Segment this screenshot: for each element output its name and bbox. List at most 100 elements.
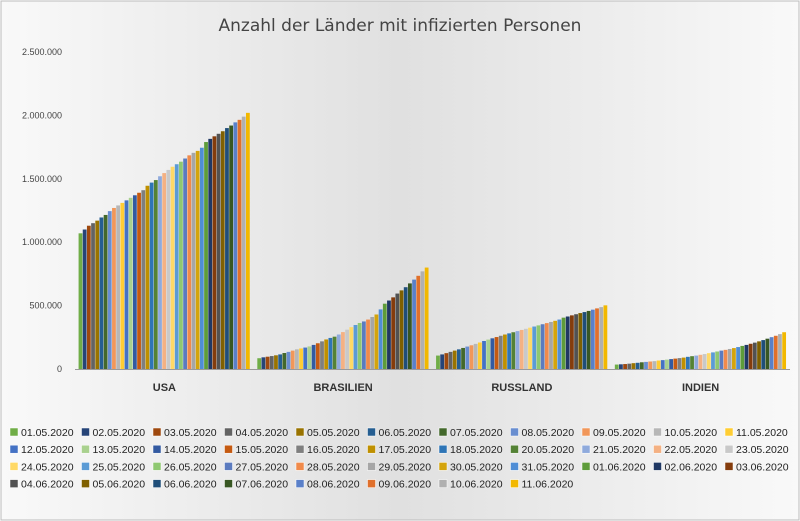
bar bbox=[665, 359, 669, 369]
bar bbox=[644, 361, 648, 369]
bar bbox=[469, 345, 474, 369]
bar bbox=[112, 207, 116, 369]
legend-swatch bbox=[81, 479, 90, 488]
bar bbox=[103, 214, 108, 369]
legend-label: 02.05.2020 bbox=[93, 427, 146, 439]
bar bbox=[757, 341, 761, 369]
bar bbox=[179, 161, 183, 369]
legend-swatch bbox=[510, 444, 519, 454]
legend-label: 21.05.2020 bbox=[593, 444, 646, 456]
legend-swatch bbox=[295, 427, 305, 437]
legend-swatch bbox=[224, 427, 233, 437]
legend-swatch bbox=[581, 462, 591, 471]
bar bbox=[183, 158, 187, 369]
bar bbox=[299, 348, 303, 369]
bar bbox=[486, 339, 491, 369]
bar bbox=[719, 350, 724, 369]
legend-label: 05.06.2020 bbox=[93, 479, 146, 491]
x-axis-categories: USA BRASILIEN RUSSLAND INDIEN bbox=[153, 382, 720, 394]
legend-swatch bbox=[9, 444, 19, 454]
x-category-label: BRASILIEN bbox=[313, 382, 372, 394]
legend-label: 27.05.2020 bbox=[236, 461, 289, 473]
y-tick-label: 2.500.000 bbox=[22, 47, 62, 57]
bar bbox=[773, 335, 778, 369]
bar bbox=[132, 195, 137, 369]
bar bbox=[191, 152, 196, 369]
bar bbox=[332, 336, 337, 369]
bar bbox=[685, 356, 690, 369]
bar bbox=[86, 225, 91, 369]
bar bbox=[457, 349, 461, 369]
legend-label: 23.05.2020 bbox=[736, 444, 789, 456]
x-category-label: RUSSLAND bbox=[491, 382, 552, 394]
legend-label: 01.05.2020 bbox=[21, 427, 74, 439]
bar bbox=[412, 279, 416, 369]
bar bbox=[99, 217, 104, 369]
bar bbox=[387, 300, 391, 369]
legend-swatch bbox=[81, 462, 90, 471]
legend-swatch bbox=[653, 427, 662, 437]
y-tick-label: 1.000.000 bbox=[22, 237, 62, 247]
bar bbox=[278, 354, 283, 369]
legend-label: 04.06.2020 bbox=[21, 479, 74, 491]
bar bbox=[158, 176, 162, 369]
bar bbox=[444, 353, 449, 369]
bar bbox=[614, 364, 619, 369]
bar bbox=[561, 317, 566, 369]
bar bbox=[303, 347, 308, 369]
bar bbox=[603, 305, 608, 369]
bar bbox=[599, 307, 604, 369]
bar bbox=[732, 348, 736, 369]
legend-label: 03.05.2020 bbox=[164, 427, 217, 439]
bar bbox=[557, 319, 562, 369]
bar bbox=[736, 347, 740, 369]
legend-label: 17.05.2020 bbox=[379, 444, 432, 456]
legend-swatch bbox=[81, 427, 90, 437]
bar bbox=[353, 325, 358, 369]
bar bbox=[690, 356, 694, 369]
bar bbox=[174, 164, 179, 369]
bar bbox=[153, 180, 158, 369]
legend-swatch bbox=[367, 479, 376, 488]
legend-swatch bbox=[510, 479, 519, 488]
bar bbox=[711, 352, 715, 369]
y-tick-label: 0 bbox=[57, 364, 62, 374]
bar bbox=[473, 343, 478, 369]
bar bbox=[149, 182, 154, 369]
bar bbox=[233, 122, 238, 370]
bar bbox=[740, 345, 745, 369]
bar bbox=[436, 355, 440, 369]
bar bbox=[448, 351, 453, 369]
bar bbox=[257, 358, 262, 369]
legend-label: 06.06.2020 bbox=[164, 479, 217, 491]
bar bbox=[578, 313, 583, 369]
legend-label: 11.06.2020 bbox=[522, 479, 574, 491]
bar bbox=[374, 314, 379, 369]
bar bbox=[403, 287, 408, 369]
bar bbox=[694, 355, 699, 369]
bar bbox=[416, 275, 421, 369]
bar bbox=[199, 147, 204, 369]
bar bbox=[269, 356, 274, 369]
bar bbox=[245, 112, 250, 370]
bar bbox=[241, 116, 246, 369]
bar bbox=[782, 332, 787, 369]
bar bbox=[498, 335, 503, 369]
bar bbox=[237, 119, 242, 369]
y-tick-label: 1.500.000 bbox=[22, 174, 62, 184]
bar bbox=[286, 351, 291, 369]
legend-swatch bbox=[438, 462, 448, 471]
y-tick-label: 2.000.000 bbox=[22, 110, 62, 120]
bar bbox=[503, 334, 507, 369]
bar bbox=[204, 142, 208, 369]
bar bbox=[544, 323, 549, 369]
bar bbox=[565, 316, 570, 369]
bar bbox=[652, 361, 657, 369]
bar bbox=[324, 339, 329, 369]
bar bbox=[195, 150, 200, 369]
legend-swatch bbox=[581, 427, 591, 437]
bar bbox=[748, 343, 753, 369]
legend-label: 12.05.2020 bbox=[21, 444, 74, 456]
bar bbox=[349, 327, 354, 369]
bar bbox=[769, 337, 774, 369]
